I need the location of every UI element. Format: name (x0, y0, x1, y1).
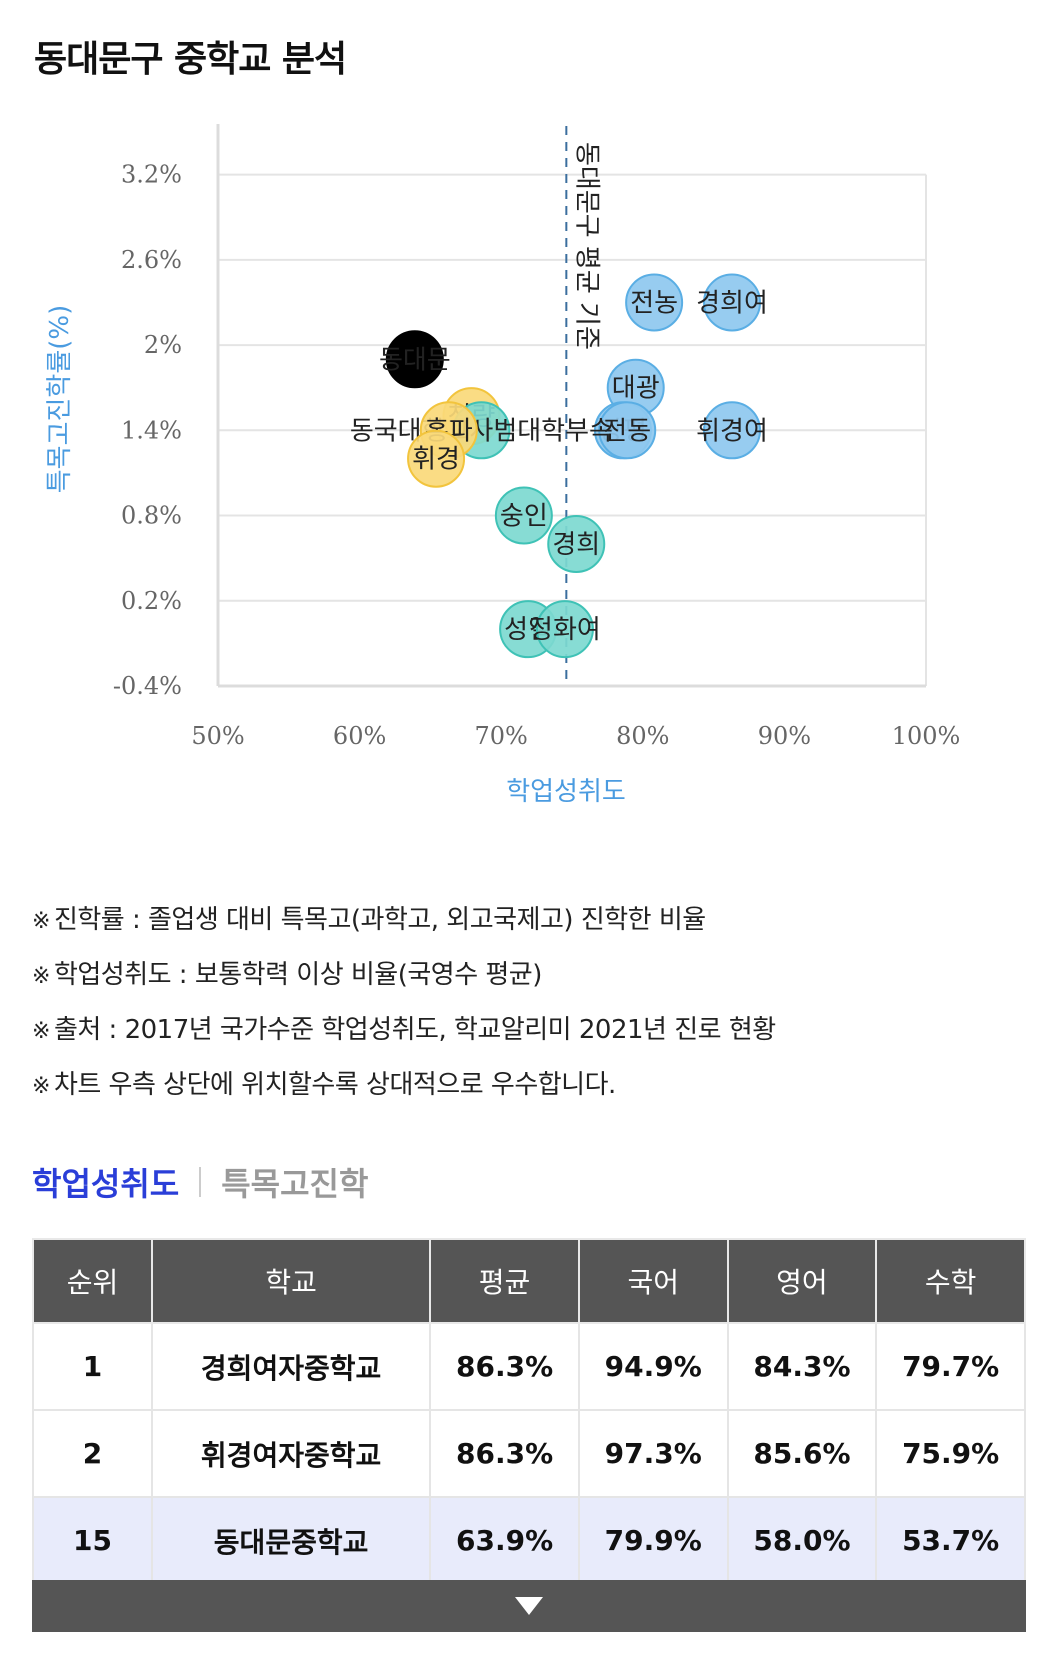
note-mark: ※ (32, 1074, 50, 1099)
cell-rank: 2 (32, 1409, 153, 1498)
page-title: 동대문구 중학교 분석 (34, 39, 347, 80)
scatter-chart: 3.2% 2.6% 2% 1.4% 0.8% 0.2% -0.4% 50% 60% 70% 80% 9… (45, 124, 960, 807)
chart-notes: ※ 진학률 : 졸업생 대비 특목고(과학고, 외고국제고) 진학한 비율 ※ 학업… (32, 900, 776, 1120)
data-point: 숭인 (494, 486, 553, 545)
tab-achievement[interactable]: 학업성취도 (32, 1165, 180, 1203)
note-text: 출처 : 2017년 국가수준 학업성취도, 학교알리미 2021년 진로 현황 (53, 1015, 776, 1045)
reference-line-label: 동대문구 평균 기준 (571, 142, 601, 350)
point-label: 휘경 (412, 445, 460, 475)
point-marker (703, 273, 762, 332)
y-tick-label: 2% (144, 331, 182, 359)
note-text: 진학률 : 졸업생 대비 특목고(과학고, 외고국제고) 진학한 비율 (53, 905, 706, 935)
cell-math: 75.9% (875, 1409, 1026, 1498)
data-point: 동국대학교사범대학부속 (350, 401, 613, 460)
point-label: 전농 (630, 288, 678, 318)
data-point: 경희여 (696, 273, 768, 332)
point-marker (598, 401, 657, 460)
x-tick-label: 50% (191, 722, 244, 750)
note-item: ※ 학업성취도 : 보통학력 이상 비율(국영수 평균) (32, 955, 776, 1010)
data-point: 휘경 (407, 429, 466, 488)
cell-average: 63.9% (429, 1496, 580, 1585)
cell-rank: 1 (32, 1322, 153, 1411)
cell-school: 경희여자중학교 (150, 1322, 432, 1411)
y-axis-title: 특목고진학률(%) (45, 305, 75, 494)
point-label: 대광 (612, 374, 660, 404)
header-school: 학교 (150, 1238, 432, 1324)
table-row-highlighted: 15 동대문중학교 63.9% 79.9% 58.0% 53.7% (32, 1496, 1026, 1585)
y-tick-label: 0.2% (121, 587, 182, 615)
cell-english: 85.6% (726, 1409, 878, 1498)
point-marker (547, 514, 606, 573)
note-item: ※ 차트 우측 상단에 위치할수록 상대적으로 우수합니다. (32, 1065, 776, 1120)
point-label: 전동 (603, 416, 651, 446)
chart-axes: 3.2% 2.6% 2% 1.4% 0.8% 0.2% -0.4% 50% 60% 70% 80% 9… (45, 124, 960, 807)
point-label: 숭인 (500, 502, 548, 532)
chart-points: 경희여전농대광휘경여장평전동청량동국대학교사범대학부속홍파휘경숭인경희성일정화여… (350, 273, 768, 659)
table-row: 2 휘경여자중학교 86.3% 97.3% 85.6% 75.9% (32, 1409, 1026, 1498)
y-tick-label: 2.6% (121, 246, 182, 274)
data-point: 경희 (547, 514, 606, 573)
cell-average: 86.3% (429, 1409, 580, 1498)
header-english: 영어 (726, 1238, 878, 1324)
data-point: 동대문 (379, 330, 451, 389)
tab-special-school[interactable]: 특목고진학 (221, 1165, 369, 1203)
header-korean: 국어 (577, 1238, 729, 1324)
reference-line-group: 동대문구 평균 기준 (565, 126, 601, 686)
cell-math: 53.7% (875, 1496, 1026, 1585)
cell-school: 휘경여자중학교 (150, 1409, 432, 1498)
point-marker (494, 486, 553, 545)
expand-table-button[interactable] (32, 1580, 1026, 1632)
cell-english: 84.3% (726, 1322, 878, 1411)
note-item: ※ 출처 : 2017년 국가수준 학업성취도, 학교알리미 2021년 진로 현… (32, 1010, 776, 1065)
cell-english: 58.0% (726, 1496, 878, 1585)
point-marker (625, 273, 684, 332)
x-tick-label: 70% (475, 722, 528, 750)
point-label: 경희여 (696, 288, 768, 318)
note-mark: ※ (32, 1019, 50, 1044)
point-label: 경희 (552, 530, 600, 560)
point-label: 휘경여 (696, 416, 768, 446)
data-point: 정화여 (529, 600, 601, 659)
cell-rank: 15 (32, 1496, 153, 1585)
header-rank: 순위 (32, 1238, 153, 1324)
point-marker (703, 401, 762, 460)
note-text: 학업성취도 : 보통학력 이상 비율(국영수 평균) (53, 960, 542, 990)
note-text: 차트 우측 상단에 위치할수록 상대적으로 우수합니다. (53, 1070, 616, 1100)
point-marker (535, 600, 594, 659)
header-average: 평균 (429, 1238, 580, 1324)
cell-school: 동대문중학교 (150, 1496, 432, 1585)
note-mark: ※ (32, 909, 50, 934)
point-label: 정화여 (529, 615, 601, 645)
table-header-row: 순위 학교 평균 국어 영어 수학 (32, 1238, 1026, 1324)
x-tick-label: 90% (758, 722, 811, 750)
cell-korean: 97.3% (577, 1409, 729, 1498)
x-tick-label: 80% (616, 722, 669, 750)
data-point: 전동 (598, 401, 657, 460)
x-tick-label: 100% (892, 722, 961, 750)
note-item: ※ 진학률 : 졸업생 대비 특목고(과학고, 외고국제고) 진학한 비율 (32, 900, 776, 955)
cell-average: 86.3% (429, 1322, 580, 1411)
data-point: 휘경여 (696, 401, 768, 460)
ranking-tabs: 학업성취도 특목고진학 (32, 1160, 368, 1204)
header-math: 수학 (875, 1238, 1026, 1324)
note-mark: ※ (32, 964, 50, 989)
point-label: 동대문 (379, 345, 451, 375)
cell-korean: 94.9% (577, 1322, 729, 1411)
point-marker (385, 330, 444, 389)
y-tick-label: 1.4% (121, 416, 182, 444)
ranking-table: 순위 학교 평균 국어 영어 수학 1 경희여자중학교 86.3% 94.9% … (32, 1238, 1026, 1585)
y-tick-label: 0.8% (121, 502, 182, 530)
data-point: 전농 (625, 273, 684, 332)
tab-divider (199, 1167, 202, 1197)
cell-math: 79.7% (875, 1322, 1026, 1411)
cell-korean: 79.9% (577, 1496, 729, 1585)
x-axis-title: 학업성취도 (506, 777, 626, 807)
point-label: 동국대학교사범대학부속 (350, 416, 613, 446)
chevron-down-icon (515, 1597, 543, 1615)
point-marker (407, 429, 466, 488)
table-row: 1 경희여자중학교 86.3% 94.9% 84.3% 79.7% (32, 1322, 1026, 1411)
y-tick-label: -0.4% (113, 672, 182, 700)
y-tick-label: 3.2% (121, 161, 182, 189)
x-tick-label: 60% (333, 722, 386, 750)
